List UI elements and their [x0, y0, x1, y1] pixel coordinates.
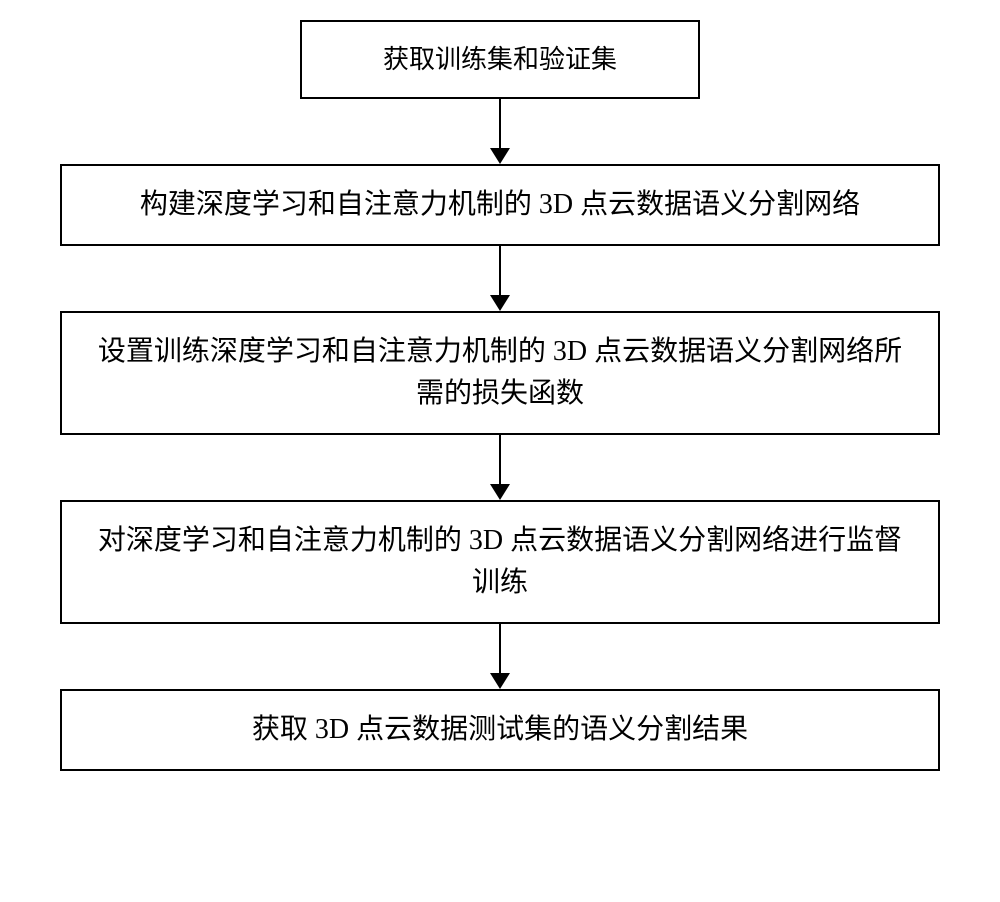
arrow-head-icon	[490, 673, 510, 689]
flowchart-container: 获取训练集和验证集 构建深度学习和自注意力机制的 3D 点云数据语义分割网络 设…	[0, 20, 1000, 771]
flowchart-node-2: 构建深度学习和自注意力机制的 3D 点云数据语义分割网络	[60, 164, 940, 246]
arrow-line	[499, 624, 501, 673]
arrow-line	[499, 99, 501, 148]
node-label: 设置训练深度学习和自注意力机制的 3D 点云数据语义分割网络所需的损失函数	[92, 331, 908, 415]
arrow-line	[499, 435, 501, 484]
node-label: 对深度学习和自注意力机制的 3D 点云数据语义分割网络进行监督训练	[92, 520, 908, 604]
node-label: 获取训练集和验证集	[383, 40, 617, 79]
flowchart-arrow	[490, 246, 510, 311]
arrow-line	[499, 246, 501, 295]
arrow-head-icon	[490, 148, 510, 164]
flowchart-node-4: 对深度学习和自注意力机制的 3D 点云数据语义分割网络进行监督训练	[60, 500, 940, 624]
node-label: 构建深度学习和自注意力机制的 3D 点云数据语义分割网络	[140, 184, 860, 226]
flowchart-arrow	[490, 435, 510, 500]
flowchart-arrow	[490, 624, 510, 689]
flowchart-node-1: 获取训练集和验证集	[300, 20, 700, 99]
flowchart-node-3: 设置训练深度学习和自注意力机制的 3D 点云数据语义分割网络所需的损失函数	[60, 311, 940, 435]
flowchart-arrow	[490, 99, 510, 164]
flowchart-node-5: 获取 3D 点云数据测试集的语义分割结果	[60, 689, 940, 771]
arrow-head-icon	[490, 295, 510, 311]
arrow-head-icon	[490, 484, 510, 500]
node-label: 获取 3D 点云数据测试集的语义分割结果	[252, 709, 748, 751]
